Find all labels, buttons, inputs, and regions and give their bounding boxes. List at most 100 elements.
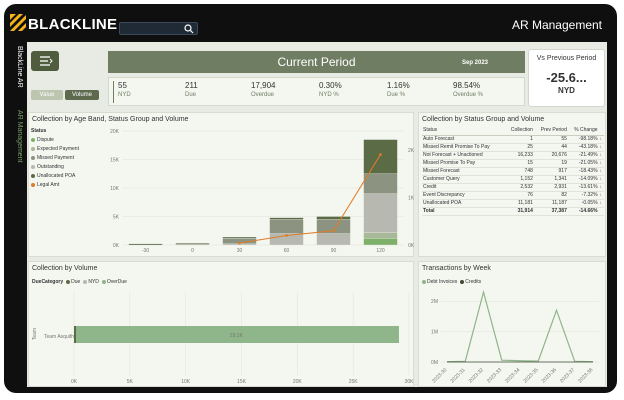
legend-label: Debt Invoices (427, 279, 458, 285)
legend-label: Dispute (37, 137, 54, 143)
y-tick-label: 0K (113, 243, 120, 249)
legend-item[interactable]: Legal Amt (31, 182, 79, 188)
table-cell: 19 (533, 159, 568, 168)
table-cell: -43.18% (567, 143, 599, 152)
x-tick-label: 10K (181, 379, 191, 385)
status-group-panel: Collection by Status Group and Volume St… (418, 112, 606, 257)
table-cell: 2,931 (533, 183, 568, 192)
kpi-nyd-pct: 0.30% NYD % (315, 81, 342, 103)
table-row[interactable]: Missed Forecast 748 917 -18.43% ↓ (422, 167, 604, 176)
search-icon[interactable] (184, 24, 194, 34)
page-title: Current Period (277, 55, 356, 69)
x-tick-label: 15K (237, 379, 247, 385)
y-tick-label: 15K (110, 158, 120, 164)
col-header[interactable]: % Change (567, 126, 599, 136)
table-cell: Missed Forecast (422, 167, 505, 176)
x-tick-label: 2023-30 (431, 367, 448, 384)
table-row[interactable]: Auto Forecast 1 55 -98.18% ↓ (422, 135, 604, 144)
x-tick-label: 120 (376, 248, 385, 254)
status-group-title: Collection by Status Group and Volume (422, 116, 545, 123)
table-cell: 76 (504, 191, 534, 200)
table-cell: -13.61% (567, 183, 599, 192)
kpi-label: Due % (387, 92, 406, 98)
x-tick-label: 2023-32 (468, 367, 485, 384)
by-volume-chart[interactable]: 0K 5K 10K 15K 20K 25K 30K Team Team Asquith 29.1K (29, 262, 415, 388)
bar-segment (269, 219, 304, 234)
table-cell: 1,152 (504, 175, 534, 184)
table-cell: 31,914 (504, 206, 534, 216)
table-cell: 748 (504, 167, 534, 176)
app-title: AR Management (511, 18, 602, 32)
table-cell: Credit (422, 183, 505, 192)
legend-item[interactable]: Expected Payment (31, 146, 79, 152)
table-cell (598, 206, 604, 216)
table-row[interactable]: Unallocated POA 11,181 11,187 -0.05% ↓ (422, 199, 604, 208)
down-arrow-icon: ↓ (598, 167, 604, 176)
menu-button[interactable] (31, 51, 59, 71)
due-bar (74, 326, 76, 343)
table-row[interactable]: Customer Query 1,152 1,341 -14.09% ↓ (422, 175, 604, 184)
kpi-overdue-pct: 98.54% Overdue % (449, 81, 483, 103)
col-header[interactable]: Collection (504, 126, 534, 136)
y2-tick-label: 2K (408, 148, 415, 154)
table-cell: -14.66% (567, 206, 599, 216)
transactions-title: Transactions by Week (422, 265, 491, 272)
kpi-due: 211 Due (181, 81, 198, 103)
table-cell: Unallocated POA (422, 199, 505, 208)
legend-item[interactable]: Debt Invoices (422, 279, 457, 285)
table-row[interactable]: Not Forecast + Unactioned 16,233 20,676 -21… (422, 151, 604, 160)
legend-item[interactable]: Unallocated POA (31, 173, 79, 179)
down-arrow-icon: ↓ (598, 175, 604, 184)
table-row[interactable]: Event Discrepancy 76 82 -7.32% ↓ (422, 191, 604, 200)
transactions-legend: Debt Invoices Credits (422, 279, 481, 285)
bar-segment (363, 193, 398, 233)
x-tick-label: 2023-36 (541, 367, 558, 384)
x-tick-label: 30K (405, 379, 415, 385)
table-cell: Missed Remit Promise To Pay (422, 143, 505, 152)
x-tick-label: 30 (237, 248, 243, 254)
legend-item[interactable]: Due (66, 279, 80, 285)
sidebar-tab-blackline-ar[interactable]: BlackLine AR (16, 46, 23, 88)
legend-item[interactable]: Dispute (31, 137, 79, 143)
kpi-overdue: 17,904 Overdue (247, 81, 275, 103)
y-axis-label: Team (32, 328, 38, 340)
table-cell: 1,341 (533, 175, 568, 184)
bar-segment (363, 238, 398, 246)
sidebar-tab-ar-management[interactable]: AR Management (16, 110, 23, 163)
transactions-panel: Transactions by Week Debt Invoices Credit… (418, 261, 606, 387)
legend-dot-icon (31, 165, 35, 169)
age-band-chart[interactable]: 0K 5K 10K 15K 20K 0K 1K 2K -30 0 30 60 90 120 (29, 113, 415, 258)
table-row[interactable]: Credit 2,532 2,931 -13.61% ↓ (422, 183, 604, 192)
search-input[interactable] (119, 22, 198, 35)
volume-toggle[interactable]: Volume (65, 90, 99, 100)
kpi-value: 1.16% (387, 81, 410, 90)
x-tick-label: 0 (191, 248, 194, 254)
kpi-label: Overdue % (453, 92, 484, 98)
legend-label: OverDue (106, 279, 127, 285)
legend-item[interactable]: Missed Payment (31, 155, 79, 161)
legend-item[interactable]: OverDue (101, 279, 127, 285)
status-table: Status Collection Prev Period % Change A… (422, 126, 604, 216)
col-header[interactable]: Status (422, 126, 505, 136)
legal-amt-point (379, 153, 382, 156)
value-toggle[interactable]: Value (31, 90, 63, 100)
period-date[interactable]: Sep 2023 (462, 60, 489, 66)
legend-item[interactable]: Credits (460, 279, 481, 285)
table-cell: Customer Query (422, 175, 505, 184)
legend-dot-icon (101, 280, 106, 284)
legend-dot-icon (31, 156, 35, 160)
legend-item[interactable]: NYD (83, 279, 99, 285)
total-row[interactable]: Total 31,914 37,387 -14.66% (422, 206, 604, 216)
table-cell: -21.05% (567, 159, 599, 168)
down-arrow-icon: ↓ (598, 151, 604, 160)
col-header[interactable]: Prev Period (533, 126, 568, 136)
table-cell: Total (422, 206, 505, 216)
legend-label: Legal Amt (37, 182, 60, 188)
legend-dot-icon (66, 280, 71, 284)
down-arrow-icon: ↓ (598, 135, 604, 144)
table-row[interactable]: Missed Remit Promise To Pay 25 44 -43.18% ↓ (422, 143, 604, 152)
table-row[interactable]: Missed Promise To Pay 15 19 -21.05% ↓ (422, 159, 604, 168)
vs-previous-title: Vs Previous Period (536, 55, 597, 62)
legend-item[interactable]: Outstanding (31, 164, 79, 170)
